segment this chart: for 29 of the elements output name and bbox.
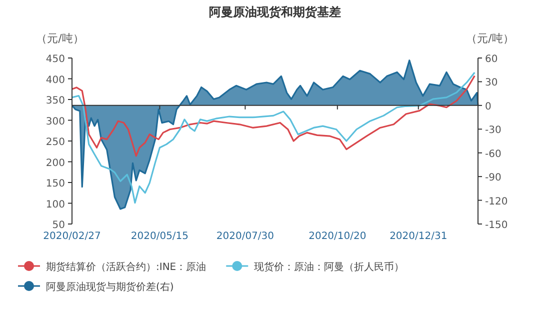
y2-tick-label: 30 — [485, 78, 498, 89]
y-tick-label: 300 — [46, 116, 65, 128]
y2-tick-label: -60 — [485, 148, 502, 160]
x-tick-label: 2020/05/15 — [130, 231, 189, 242]
x-tick-label: 2020/02/27 — [43, 231, 101, 242]
y2-tick-label: 60 — [485, 54, 498, 65]
y2-axis-title: （元/吨） — [466, 32, 514, 45]
y2-tick-label: -120 — [485, 196, 508, 208]
y2-tick-label: -30 — [485, 125, 502, 136]
y-tick-label: 350 — [46, 96, 65, 106]
y-tick-label: 150 — [46, 178, 65, 190]
line-series — [71, 75, 476, 157]
legend-label: 阿曼原油现货与期货价差(右) — [46, 281, 174, 293]
y-tick-label: 200 — [46, 158, 65, 169]
y-tick-label: 50 — [52, 220, 65, 231]
x-tick-label: 2020/07/30 — [216, 231, 274, 242]
chart-title: 阿曼原油现货和期货基差 — [209, 5, 341, 19]
legend-label: 期货结算价（活跃合约）:INE：原油 — [46, 261, 206, 273]
x-tick-label: 2020/12/31 — [390, 231, 448, 242]
y-tick-label: 400 — [46, 74, 65, 86]
y2-tick-label: -150 — [485, 220, 508, 231]
y2-tick-label: -90 — [485, 172, 502, 184]
legend-label: 现货价：原油：阿曼（折人民币） — [254, 261, 404, 273]
y-tick-label: 100 — [46, 199, 65, 210]
y-tick-label: 250 — [46, 137, 65, 148]
y-axis-title: （元/吨） — [36, 32, 84, 45]
y-tick-label: 450 — [46, 54, 65, 65]
y2-tick-label: 0 — [485, 101, 492, 112]
x-tick-label: 2020/10/20 — [308, 231, 366, 242]
